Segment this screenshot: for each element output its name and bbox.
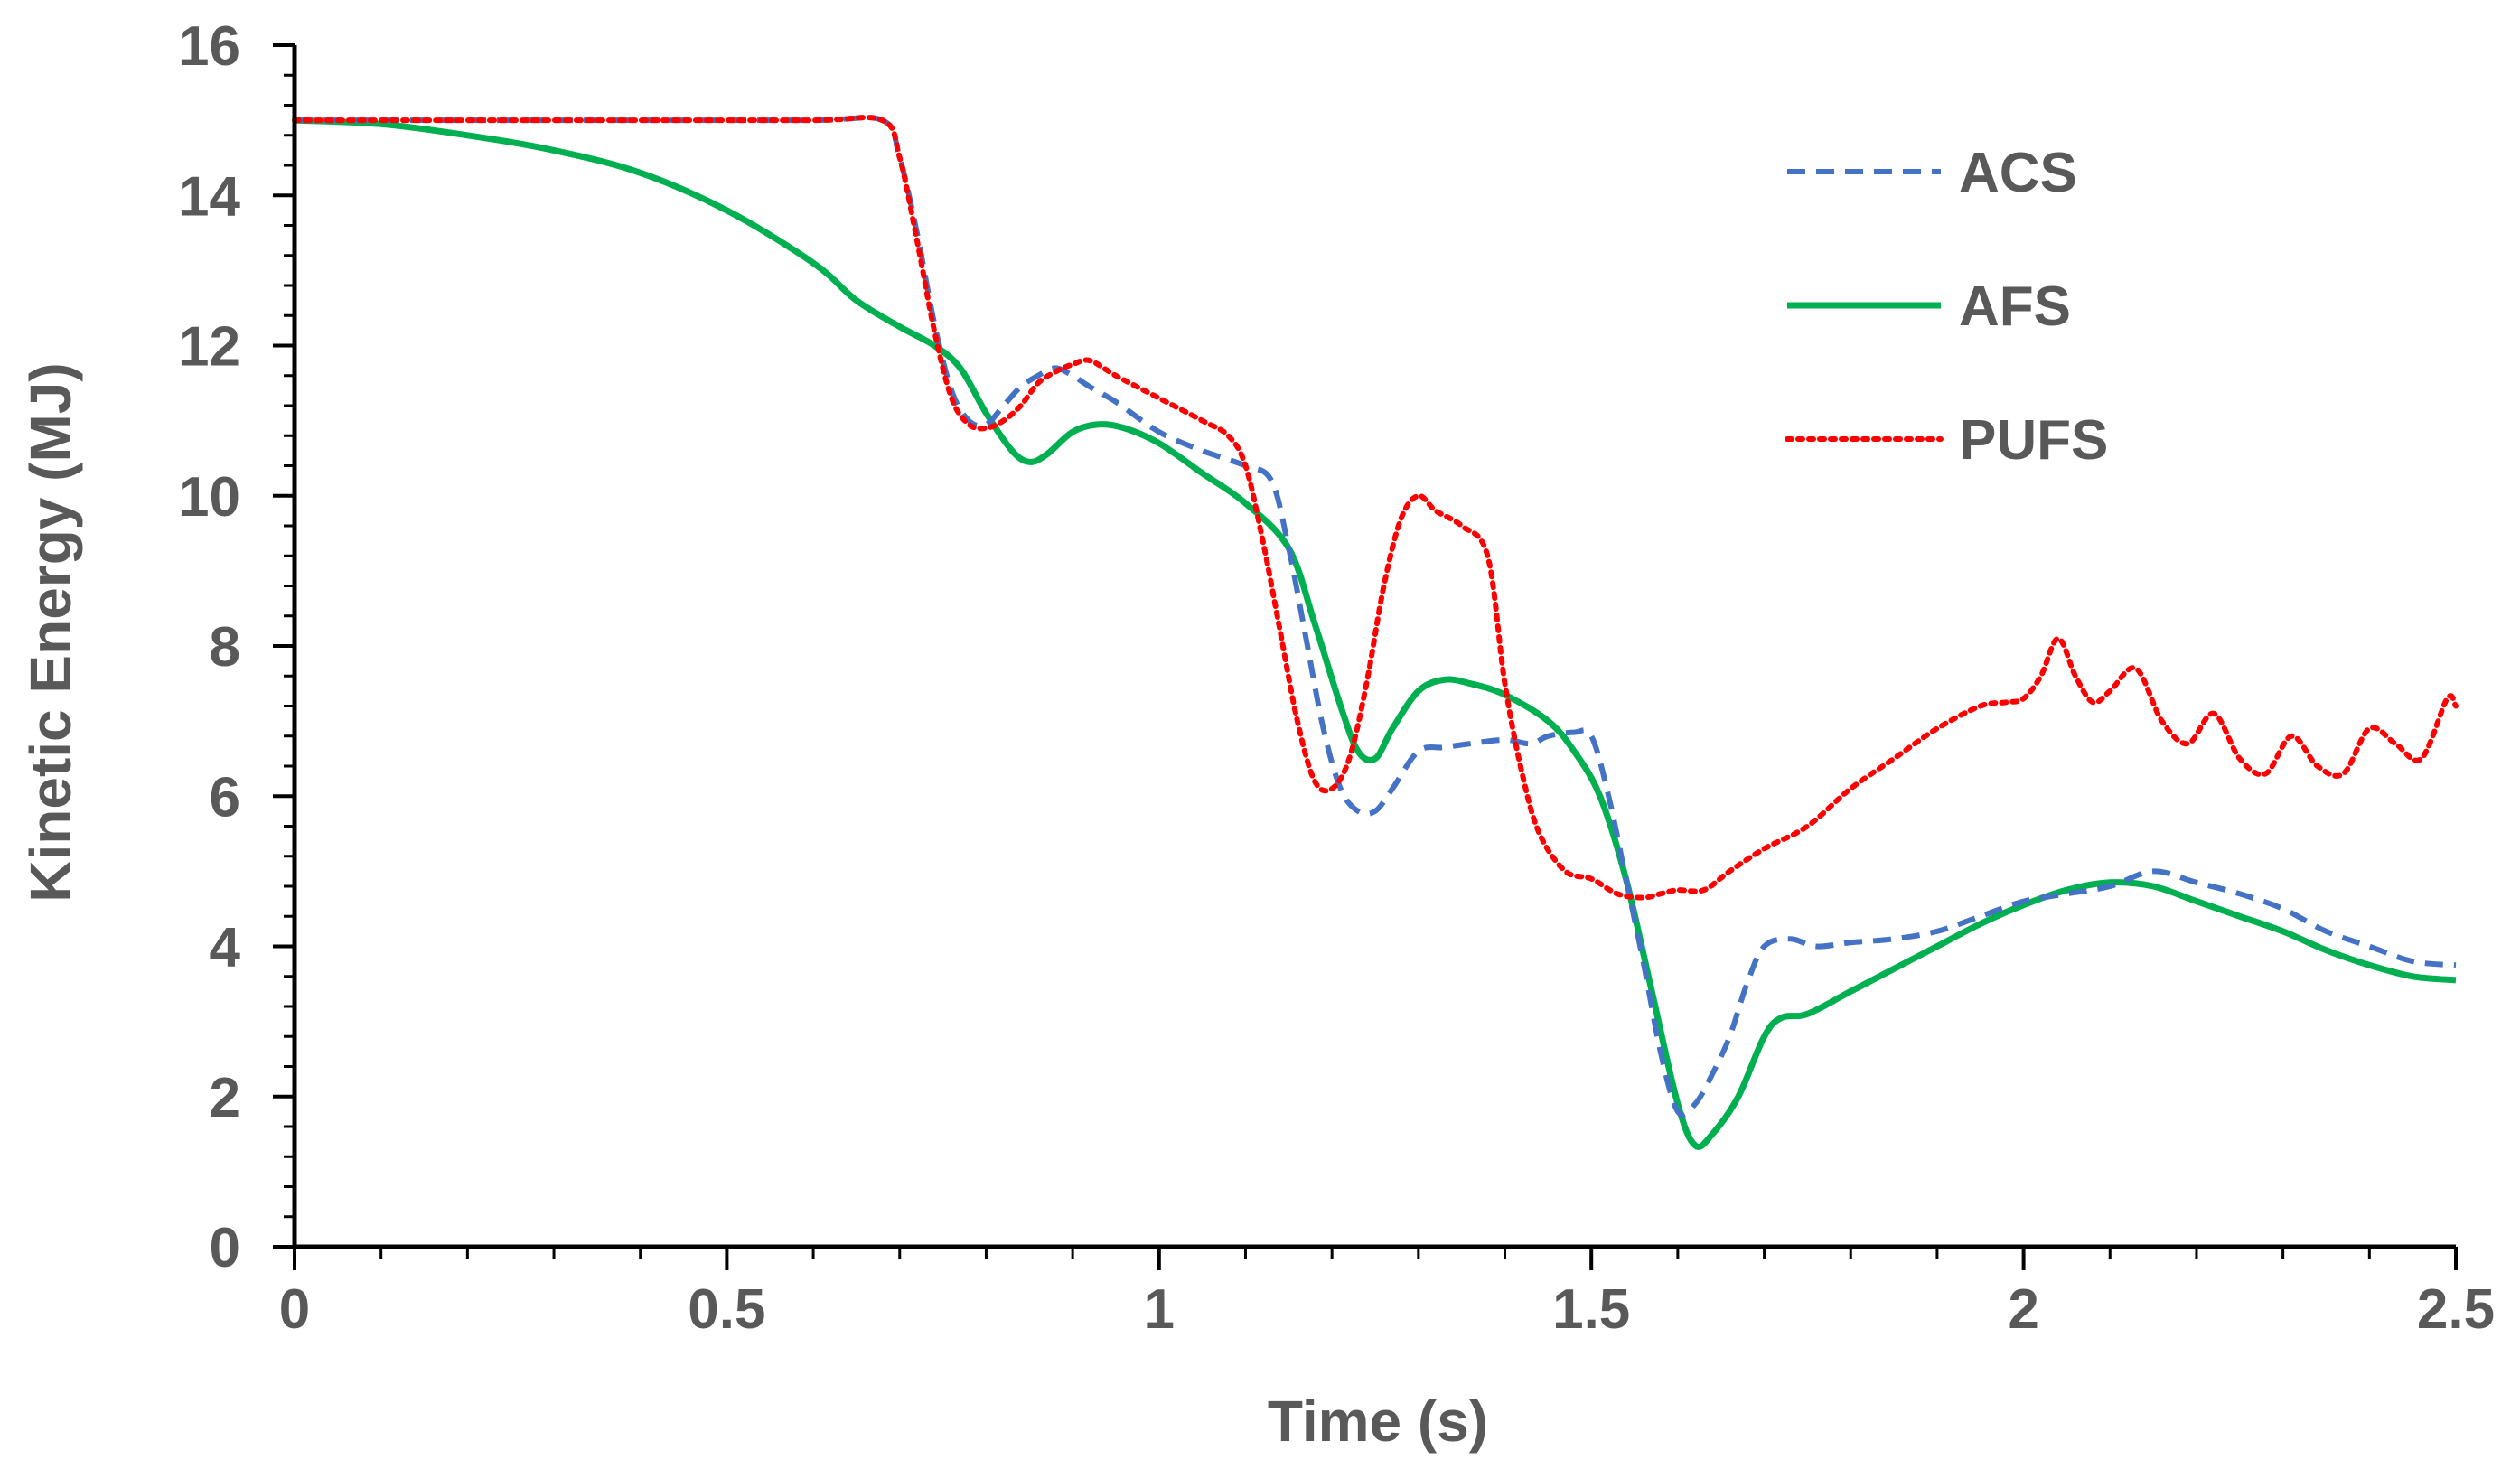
y-tick-label: 0 (210, 1217, 240, 1279)
x-tick-label: 1 (1144, 1278, 1175, 1341)
x-tick-label: 2 (2008, 1278, 2038, 1341)
x-tick-label: 0.5 (688, 1278, 765, 1341)
y-tick-label: 14 (178, 165, 240, 228)
x-tick-label: 0 (279, 1278, 310, 1341)
x-tick-label: 2.5 (2417, 1278, 2495, 1341)
x-axis-title: Time (s) (1268, 1389, 1488, 1454)
y-tick-label: 2 (210, 1067, 240, 1129)
tick-labels-layer: 0 0.5 1 1.5 2 2.5 0 2 4 6 8 10 12 14 16 (178, 15, 2495, 1341)
y-tick-label: 10 (178, 466, 240, 529)
x-tick-label: 1.5 (1552, 1278, 1630, 1341)
series-line-afs (294, 117, 2457, 1150)
legend: ACS AFS PUFS (1785, 142, 2108, 472)
legend-label-pufs: PUFS (1959, 409, 2108, 472)
series-line-pufs (292, 115, 2459, 901)
legend-label-afs: AFS (1959, 276, 2071, 338)
y-axis-title: Kinetic Energy (MJ) (18, 362, 83, 902)
y-tick-label: 12 (178, 316, 240, 379)
ticks-layer (273, 43, 2458, 1270)
y-tick-label: 8 (210, 616, 240, 678)
legend-label-acs: ACS (1959, 142, 2077, 204)
y-tick-label: 4 (210, 917, 241, 979)
y-tick-label: 6 (210, 766, 240, 828)
series-layer (292, 115, 2459, 1150)
y-tick-label: 16 (178, 15, 240, 78)
series-line-acs (295, 115, 2457, 1118)
